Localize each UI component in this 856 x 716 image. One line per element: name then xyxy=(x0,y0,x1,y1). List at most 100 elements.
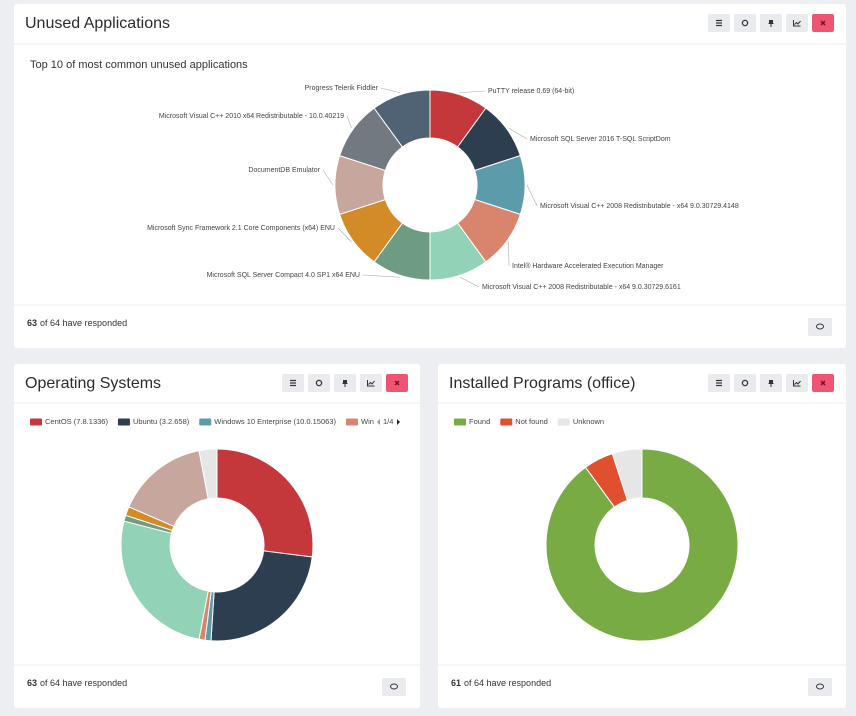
slice-label: Microsoft Sync Framework 2.1 Core Compon… xyxy=(147,225,335,232)
button-close[interactable] xyxy=(386,374,408,392)
icon xyxy=(768,380,774,387)
leader-line xyxy=(459,90,486,94)
leader-line xyxy=(362,274,401,278)
icon xyxy=(741,379,749,387)
responded-count: 63 xyxy=(27,318,37,328)
slice-label: Microsoft Visual C++ 2008 Redistributabl… xyxy=(482,284,681,291)
legend-next[interactable] xyxy=(397,419,400,425)
icon xyxy=(816,683,824,690)
slice-label: DocumentDB Emulator xyxy=(248,167,320,174)
icon xyxy=(716,379,722,382)
pie-slice xyxy=(198,448,218,500)
responded-text: of 64 have responded xyxy=(40,318,127,328)
legend-label: Unknown xyxy=(573,417,604,426)
legend-swatch xyxy=(557,418,570,426)
slice-label: PuTTY release 0.69 (64-bit) xyxy=(488,88,574,95)
icon xyxy=(768,20,774,27)
button-list[interactable] xyxy=(282,374,304,392)
button[interactable] xyxy=(308,374,330,392)
legend-swatch xyxy=(454,418,466,426)
button-refresh[interactable] xyxy=(734,14,756,32)
legend-label: Windows 10 Enterprise (10.0.15063) xyxy=(214,417,336,426)
button[interactable] xyxy=(808,318,832,336)
footer-text: 63 of 64 have responded xyxy=(27,678,127,688)
slice-label: Intel® Hardware Accelerated Execution Ma… xyxy=(512,262,664,270)
leader-line xyxy=(526,184,538,207)
legend-label: CentOS (7.8.1336) xyxy=(45,417,108,426)
button-chart[interactable] xyxy=(360,374,382,392)
icon xyxy=(290,382,296,384)
button-pin[interactable] xyxy=(760,14,782,32)
icon xyxy=(816,323,824,330)
panel-title: Unused Applications xyxy=(25,15,170,32)
button-list[interactable] xyxy=(708,374,730,392)
comment-button[interactable] xyxy=(382,678,406,696)
button-pin[interactable] xyxy=(760,374,782,392)
legend-swatch xyxy=(345,418,358,426)
slice-label: Microsoft Visual C++ 2008 Redistributabl… xyxy=(540,203,739,210)
icon xyxy=(741,19,749,27)
icon xyxy=(290,379,296,382)
comment-button[interactable] xyxy=(808,678,832,696)
leader-line xyxy=(508,242,510,267)
leader-line xyxy=(322,169,334,186)
icon xyxy=(390,683,398,690)
leader-line xyxy=(459,276,480,288)
pie-slice xyxy=(611,448,643,501)
leader-line xyxy=(508,127,528,140)
button[interactable] xyxy=(808,678,832,696)
icon xyxy=(716,382,722,384)
legend-page: 1/4 xyxy=(383,417,393,426)
legend-label: Ubuntu (3.2.658) xyxy=(133,417,190,426)
pie-slice xyxy=(210,550,313,642)
button-refresh[interactable] xyxy=(734,374,756,392)
pie-slice xyxy=(216,448,314,558)
responded-count: 61 xyxy=(451,678,461,688)
icon xyxy=(315,379,323,387)
button[interactable] xyxy=(734,14,756,32)
icon xyxy=(367,380,375,387)
footer-text: 63 of 64 have responded xyxy=(27,318,127,328)
button-close[interactable] xyxy=(812,14,834,32)
icon xyxy=(342,380,348,387)
button-pin[interactable] xyxy=(334,374,356,392)
icon xyxy=(793,380,801,387)
footer-text: 61 of 64 have responded xyxy=(451,678,551,688)
button-chart[interactable] xyxy=(786,14,808,32)
comment-button[interactable] xyxy=(808,318,832,336)
button[interactable] xyxy=(734,374,756,392)
legend-swatch xyxy=(30,418,42,426)
button-refresh[interactable] xyxy=(308,374,330,392)
pie-slice xyxy=(373,89,431,148)
leader-line xyxy=(380,87,401,94)
legend-label: Not found xyxy=(515,417,548,426)
icon xyxy=(820,20,826,26)
icon xyxy=(793,20,801,27)
icon xyxy=(290,384,296,387)
pie-slice xyxy=(545,448,739,642)
chart-subtitle: Top 10 of most common unused application… xyxy=(30,59,248,71)
button-list[interactable] xyxy=(708,14,730,32)
legend-label: Win xyxy=(361,417,374,426)
legend-swatch xyxy=(500,418,513,426)
button[interactable] xyxy=(382,678,406,696)
legend-prev[interactable] xyxy=(377,419,380,425)
leader-line xyxy=(337,227,352,243)
leader-line xyxy=(346,115,352,129)
panel xyxy=(14,4,846,348)
legend-swatch xyxy=(199,418,212,426)
button-chart[interactable] xyxy=(786,374,808,392)
button-close[interactable] xyxy=(812,374,834,392)
icon xyxy=(716,19,722,22)
panel xyxy=(14,364,420,708)
legend-label: Found xyxy=(469,417,490,426)
slice-label: Progress Telerik Fiddler xyxy=(305,85,379,92)
slice-label: Microsoft SQL Server Compact 4.0 SP1 x64… xyxy=(207,272,360,279)
icon xyxy=(716,24,722,27)
responded-count: 63 xyxy=(27,678,37,688)
slice-label: Microsoft Visual C++ 2010 x64 Redistribu… xyxy=(159,113,344,120)
responded-text: of 64 have responded xyxy=(40,678,127,688)
panel-title: Installed Programs (office) xyxy=(449,375,635,392)
